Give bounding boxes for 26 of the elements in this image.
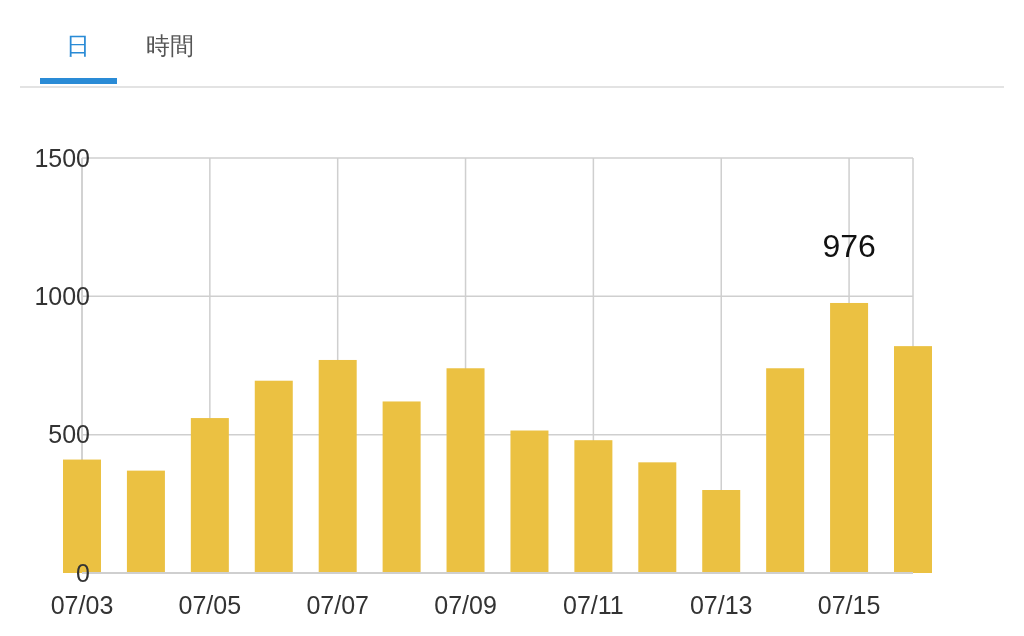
x-tick-label: 07/05	[178, 591, 242, 619]
x-tick-label: 07/09	[434, 591, 497, 619]
bar	[702, 490, 741, 573]
bar	[574, 440, 613, 573]
y-tick-label: 1500	[34, 143, 90, 172]
x-tick-label: 07/11	[563, 591, 624, 619]
bar	[894, 346, 932, 573]
bar	[766, 368, 805, 573]
x-tick-label: 07/07	[306, 591, 369, 619]
y-tick-label: 500	[48, 420, 90, 449]
bar	[510, 430, 549, 573]
bar	[318, 359, 357, 573]
bar	[382, 401, 421, 573]
data-label: 976	[822, 227, 876, 264]
bar	[190, 418, 229, 573]
bar	[126, 470, 165, 573]
bar	[254, 380, 293, 573]
bar	[638, 462, 677, 573]
y-tick-label: 1000	[34, 282, 90, 311]
bar	[446, 368, 485, 573]
bar	[830, 302, 869, 573]
x-tick-label: 07/15	[817, 591, 881, 619]
text: 時間	[146, 32, 194, 59]
x-tick-label: 07/13	[689, 591, 753, 619]
text: 日	[66, 32, 90, 59]
x-tick-label: 07/03	[50, 591, 114, 619]
